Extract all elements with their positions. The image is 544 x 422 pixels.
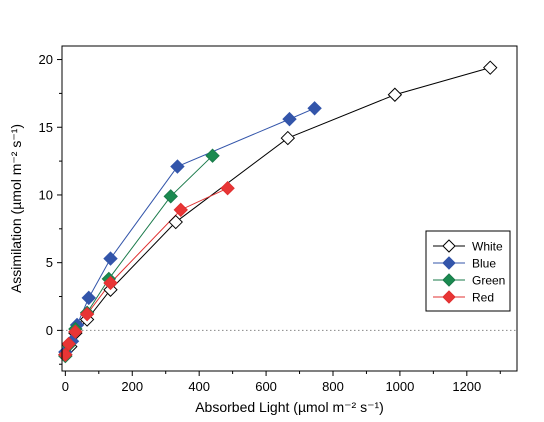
y-tick-label: 5 xyxy=(46,255,53,270)
x-tick-label: 600 xyxy=(255,379,277,394)
data-point-white xyxy=(387,87,403,102)
data-point-green xyxy=(163,189,178,204)
legend-label-white: White xyxy=(472,240,503,254)
y-axis-title: Assimilation (µmol m⁻² s⁻¹) xyxy=(8,124,24,293)
x-tick-label: 200 xyxy=(121,379,143,394)
legend-label-green: Green xyxy=(472,274,505,288)
plot-area xyxy=(58,60,517,364)
y-tick-label: 15 xyxy=(39,120,53,135)
y-tick-label: 20 xyxy=(39,52,53,67)
data-point-blue xyxy=(81,290,96,306)
legend-marker-blue xyxy=(442,256,456,270)
axes: 0 200 400 600 800 1000 1200 0 5 10 15 20 Absorbed Li… xyxy=(8,45,518,415)
series-line-white xyxy=(64,67,491,356)
y-tick-label: 10 xyxy=(39,187,53,202)
legend-label-red: Red xyxy=(472,291,494,305)
x-tick-label: 1000 xyxy=(385,379,414,394)
data-point-red xyxy=(79,306,95,322)
legend-marker-red xyxy=(442,290,456,304)
plot-frame xyxy=(61,45,518,372)
x-tick-label: 400 xyxy=(188,379,210,394)
data-point-white xyxy=(280,130,296,146)
x-tick-label: 1200 xyxy=(452,379,481,394)
series-line-blue xyxy=(64,107,315,353)
data-point-blue xyxy=(282,111,297,127)
data-point-blue xyxy=(170,159,185,174)
legend-label-blue: Blue xyxy=(472,257,496,271)
data-point-white xyxy=(168,214,183,230)
legend-marker-white xyxy=(442,239,456,253)
data-point-blue xyxy=(307,101,322,116)
data-point-red xyxy=(68,324,83,339)
y-tick-label: 0 xyxy=(46,323,53,338)
x-axis-title: Absorbed Light (µmol m⁻² s⁻¹) xyxy=(195,399,384,415)
data-point-blue xyxy=(103,251,118,266)
x-tick-label: 0 xyxy=(62,379,69,394)
data-point-red xyxy=(103,275,118,291)
legend-box xyxy=(425,230,511,312)
data-point-red xyxy=(61,336,76,352)
data-point-white xyxy=(483,60,498,75)
data-point-red xyxy=(173,202,188,218)
series-line-red xyxy=(64,187,228,355)
data-point-red xyxy=(220,180,235,196)
x-tick-label: 800 xyxy=(322,379,344,394)
legend-marker-green xyxy=(442,273,456,287)
legend: White Blue Green Red xyxy=(425,230,511,312)
data-point-green xyxy=(205,148,220,163)
